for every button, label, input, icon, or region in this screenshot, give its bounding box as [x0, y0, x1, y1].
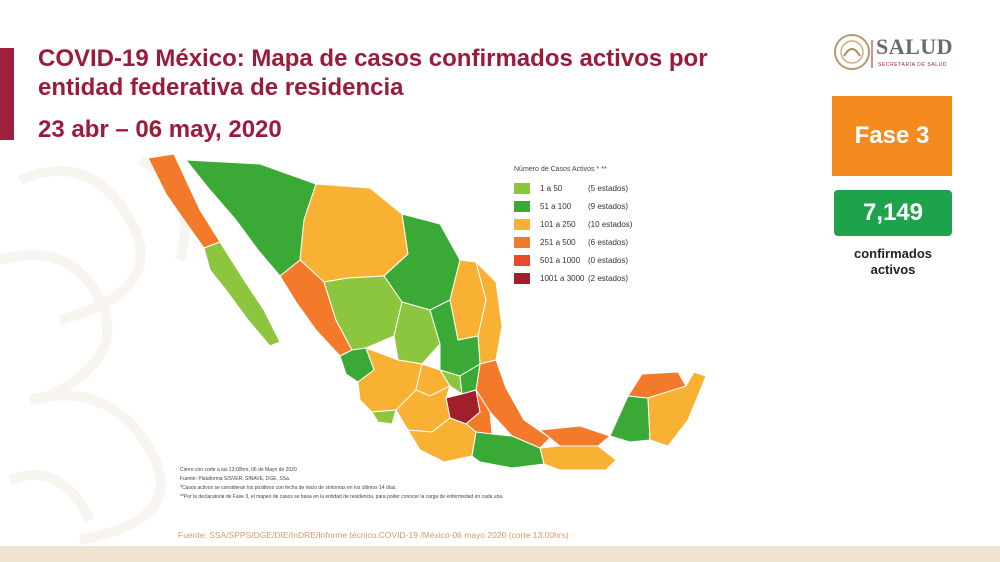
legend-item: 101 a 250 (10 estados)	[514, 215, 684, 233]
note-line: *Casos activos se consideran los positiv…	[180, 485, 397, 491]
legend-range: 1 a 50	[540, 183, 563, 193]
legend-swatch	[514, 218, 530, 230]
legend-swatch	[514, 182, 530, 194]
page-title: COVID-19 México: Mapa de casos confirmad…	[38, 45, 708, 101]
phase-badge: Fase 3	[832, 96, 952, 176]
state-tabasco	[538, 425, 612, 447]
salud-logo	[834, 34, 873, 70]
map-legend: Número de Casos Activos * ** 1 a 50 (5 es…	[514, 166, 684, 287]
logo-subtext: SECRETARÍA DE SALUD	[878, 62, 948, 68]
source-citation: Fuente: SSA/SPPS/DGE/DIE/InDRE/Informe t…	[178, 530, 569, 540]
state-baja-california-sur	[203, 241, 281, 347]
legend-states: (2 estados)	[588, 273, 629, 283]
legend-item: 1001 a 3000 (2 estados)	[514, 269, 684, 287]
active-label-line1: confirmados	[853, 246, 932, 261]
active-count-label: confirmados activos	[830, 246, 956, 278]
legend-title: Número de Casos Activos * **	[514, 166, 607, 173]
note-line: Fuente: Plataforma SISVER, SINAVE, DGE, …	[180, 476, 291, 482]
state-campeche	[609, 395, 651, 443]
active-count-badge: 7,149	[834, 190, 952, 236]
state-chihuahua	[299, 183, 409, 283]
note-line: Cierre con corte a las 13:00hrs, 06 de M…	[180, 467, 297, 473]
note-line: **Por la declaratoria de Fase 3, el mape…	[180, 494, 504, 500]
legend-item: 251 a 500 (6 estados)	[514, 233, 684, 251]
legend-states: (9 estados)	[588, 201, 629, 211]
legend-range: 51 a 100	[540, 201, 572, 211]
state-colima	[371, 409, 397, 425]
legend-rows: 1 a 50 (5 estados) 51 a 100 (9 estados) 101 …	[514, 179, 684, 287]
mexico-map	[147, 153, 707, 470]
date-range: 23 abr – 06 may, 2020	[38, 116, 282, 143]
legend-range: 251 a 500	[540, 237, 576, 247]
legend-states: (5 estados)	[588, 183, 629, 193]
legend-states: (10 estados)	[588, 219, 633, 229]
legend-swatch	[514, 254, 530, 266]
legend-swatch	[514, 236, 530, 248]
legend-item: 1 a 50 (5 estados)	[514, 179, 684, 197]
footnotes: Cierre con corte a las 13:00hrs, 06 de M…	[180, 466, 620, 502]
legend-swatch	[514, 200, 530, 212]
state-quintana-roo	[647, 371, 707, 447]
legend-item: 501 a 1000 (0 estados)	[514, 251, 684, 269]
legend-states: (0 estados)	[588, 255, 629, 265]
legend-item: 51 a 100 (9 estados)	[514, 197, 684, 215]
legend-swatch	[514, 272, 530, 284]
legend-range: 101 a 250	[540, 219, 576, 229]
state-yucatan	[627, 371, 687, 399]
legend-range: 501 a 1000	[540, 255, 581, 265]
logo-text: SALUD	[876, 34, 954, 59]
active-label-line2: activos	[870, 262, 916, 277]
accent-bar	[0, 48, 14, 140]
legend-states: (6 estados)	[588, 237, 629, 247]
state-chiapas	[539, 445, 617, 470]
legend-range: 1001 a 3000	[540, 273, 585, 283]
bottom-bar	[0, 546, 1000, 562]
